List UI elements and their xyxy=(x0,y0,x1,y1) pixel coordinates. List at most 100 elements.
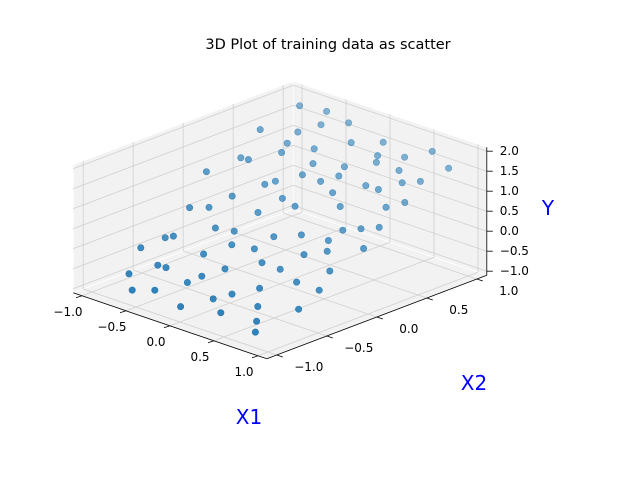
tick-mark xyxy=(376,316,383,320)
data-point xyxy=(324,237,332,245)
data-point xyxy=(382,203,390,211)
grid-line xyxy=(293,204,487,272)
data-point xyxy=(336,203,344,211)
data-point xyxy=(217,309,225,317)
data-point xyxy=(317,177,325,185)
data-point xyxy=(395,167,403,175)
data-point xyxy=(295,305,303,313)
z-tick-label: 0.5 xyxy=(500,204,519,218)
data-point xyxy=(335,172,343,180)
data-point xyxy=(345,119,353,127)
z-tick-label: 1.0 xyxy=(500,184,519,198)
grid-line xyxy=(293,144,487,212)
grid-line xyxy=(183,250,377,318)
data-point xyxy=(323,247,331,255)
data-point xyxy=(271,177,279,185)
grid-line xyxy=(73,144,294,230)
data-point xyxy=(291,202,299,210)
data-point xyxy=(374,186,382,194)
data-point xyxy=(360,245,368,253)
grid-line xyxy=(293,104,487,172)
tick-mark xyxy=(326,335,333,339)
data-point xyxy=(317,121,325,129)
data-point xyxy=(256,126,264,134)
data-point xyxy=(261,180,269,188)
z-axis-label: Y xyxy=(541,196,555,220)
chart-title: 3D Plot of training data as scatter xyxy=(205,37,450,53)
data-point xyxy=(298,171,306,179)
grid-line xyxy=(293,84,487,152)
data-point xyxy=(254,209,262,217)
grid-line xyxy=(73,104,294,190)
grid-line xyxy=(73,124,294,210)
data-point xyxy=(256,284,264,292)
data-point xyxy=(228,192,236,200)
data-point xyxy=(296,102,304,110)
y-tick-label: −1.0 xyxy=(294,360,323,374)
tick-labels: −1.0 −0.5 0.0 0.5 1.0 −1.0 −0.5 0.0 0.5 1.0 −1.0 −0… xyxy=(53,144,529,379)
data-point xyxy=(205,203,213,211)
z-tick-label: −1.0 xyxy=(500,264,529,278)
data-points xyxy=(125,102,453,336)
grid-line xyxy=(293,124,487,192)
data-point xyxy=(278,194,286,202)
data-point xyxy=(294,128,302,136)
data-point xyxy=(198,272,206,280)
data-point xyxy=(362,182,370,190)
tick-mark xyxy=(276,354,283,358)
data-point xyxy=(169,232,177,240)
data-point xyxy=(323,107,331,115)
data-point xyxy=(315,286,323,294)
data-point xyxy=(326,267,334,275)
data-point xyxy=(297,231,305,239)
data-point xyxy=(211,224,219,232)
data-point xyxy=(278,149,286,157)
grid-line xyxy=(293,184,487,252)
data-point xyxy=(237,154,245,162)
grid-line xyxy=(83,288,277,356)
y-tick-label: 0.0 xyxy=(399,322,418,336)
data-point xyxy=(357,225,365,233)
data-point xyxy=(151,286,159,294)
data-point xyxy=(128,286,136,294)
data-point xyxy=(401,199,409,207)
data-point xyxy=(250,245,258,253)
data-point xyxy=(416,177,424,185)
data-point xyxy=(202,168,210,176)
x-tick-label: −1.0 xyxy=(53,305,82,319)
data-point xyxy=(283,139,291,147)
data-point xyxy=(162,264,170,272)
data-point xyxy=(254,302,262,310)
data-point xyxy=(251,328,259,336)
tick-mark xyxy=(75,295,83,299)
data-point xyxy=(276,265,284,273)
data-point xyxy=(228,290,236,298)
data-point xyxy=(186,204,194,212)
data-point xyxy=(374,152,382,160)
tick-mark xyxy=(163,325,171,329)
data-point xyxy=(347,139,355,147)
data-point xyxy=(221,265,229,273)
y-tick-label: 0.5 xyxy=(449,303,468,317)
data-point xyxy=(270,233,278,241)
data-point xyxy=(379,138,387,146)
data-point xyxy=(293,278,301,286)
data-point xyxy=(401,153,409,161)
data-point xyxy=(200,250,208,258)
data-point xyxy=(244,156,252,164)
grid-line xyxy=(73,184,294,270)
data-point xyxy=(428,147,436,155)
data-point xyxy=(209,295,217,303)
data-point xyxy=(137,244,145,252)
data-point xyxy=(309,160,317,168)
tick-mark xyxy=(476,278,483,282)
data-point xyxy=(340,163,348,171)
data-point xyxy=(300,251,308,259)
z-tick-label: 2.0 xyxy=(500,144,519,158)
data-point xyxy=(372,158,380,166)
grid-line xyxy=(73,164,294,250)
data-point xyxy=(445,164,453,172)
grid-line xyxy=(283,212,477,280)
data-point xyxy=(253,317,261,325)
data-point xyxy=(258,259,266,267)
